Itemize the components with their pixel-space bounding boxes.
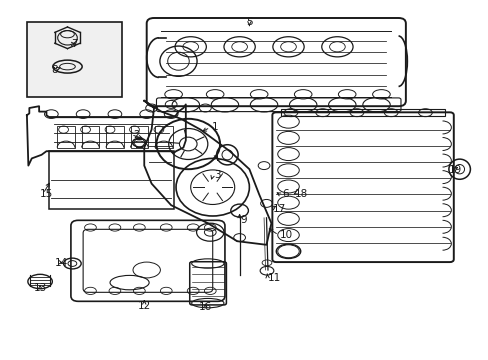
Text: 3: 3	[214, 170, 221, 180]
Text: 15: 15	[40, 189, 53, 199]
Text: 16: 16	[198, 302, 212, 312]
Bar	[106, 126, 123, 148]
Bar	[81, 126, 99, 148]
Text: 10: 10	[279, 230, 292, 240]
Text: 9: 9	[240, 215, 247, 225]
Bar	[155, 126, 172, 148]
Text: 5: 5	[245, 17, 252, 27]
Bar	[130, 126, 148, 148]
Text: 14: 14	[55, 258, 68, 268]
Text: 6: 6	[282, 189, 289, 199]
Text: 11: 11	[267, 273, 281, 283]
Text: 8: 8	[51, 65, 58, 75]
Bar	[57, 126, 75, 148]
Text: 17: 17	[272, 204, 285, 214]
Text: 12: 12	[137, 301, 151, 311]
Bar	[27, 22, 122, 97]
Text: 19: 19	[448, 165, 462, 175]
Text: 13: 13	[33, 283, 47, 293]
Bar	[281, 109, 444, 116]
Text: 1: 1	[211, 122, 218, 132]
Bar	[49, 151, 173, 209]
Text: 18: 18	[294, 189, 307, 199]
Text: 2: 2	[133, 130, 140, 140]
Text: 7: 7	[71, 39, 78, 49]
Text: 4: 4	[212, 153, 219, 163]
